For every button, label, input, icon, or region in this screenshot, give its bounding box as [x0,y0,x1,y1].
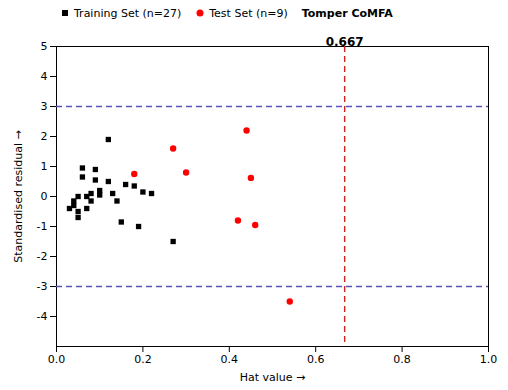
svg-text:-4: -4 [37,310,48,323]
svg-text:0.6: 0.6 [307,353,325,366]
svg-text:0.4: 0.4 [221,353,239,366]
svg-text:1: 1 [41,160,48,173]
svg-text:-2: -2 [37,250,48,263]
svg-text:-3: -3 [37,280,48,293]
svg-text:0.0: 0.0 [48,353,66,366]
svg-text:Standardised residual →: Standardised residual → [12,130,25,262]
svg-text:5: 5 [41,40,48,53]
svg-text:1.0: 1.0 [480,353,498,366]
svg-text:3: 3 [41,100,48,113]
svg-text:0: 0 [41,190,48,203]
html-text:Test Set (n=9): Test Set (n=9) [209,6,288,20]
svg-text:0.8: 0.8 [393,353,411,366]
html-text:Tomper CoMFA: Tomper CoMFA [301,6,393,20]
svg-text:Hat value →: Hat value → [240,371,306,384]
svg-text:0.667: 0.667 [326,35,364,49]
svg-text:-1: -1 [37,220,48,233]
html-text:Training Set (n=27): Training Set (n=27) [74,6,182,20]
svg-text:2: 2 [41,130,48,143]
svg-text:4: 4 [41,70,48,83]
svg-text:0.2: 0.2 [134,353,152,366]
